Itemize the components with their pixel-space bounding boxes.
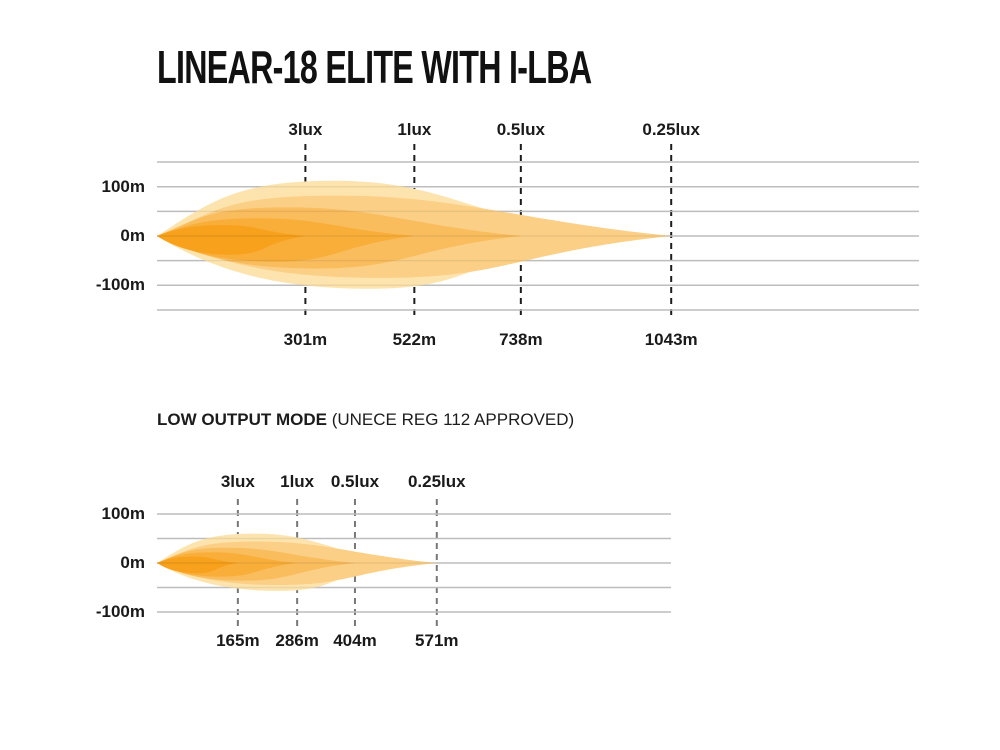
low-output-subtitle-rest: (UNECE REG 112 APPROVED): [326, 410, 575, 429]
low-output-beam-pattern-ytick-100m: 100m: [101, 504, 145, 523]
page-title: LINEAR-18 ELITE WITH I-LBA: [157, 41, 592, 93]
high-output-beam-pattern-distance-label-738m: 738m: [499, 330, 543, 349]
high-output-beam-pattern-lux-label-3lux: 3lux: [288, 120, 323, 139]
high-output-beam-pattern-beam-layer-4: [157, 225, 306, 255]
high-output-beam-pattern-lux-label-0.25lux: 0.25lux: [642, 120, 701, 139]
high-output-beam-pattern-distance-label-1043m: 1043m: [644, 330, 698, 349]
low-output-beam-pattern-ytick-0m: 0m: [120, 553, 145, 572]
low-output-subtitle-bold: LOW OUTPUT MODE: [157, 410, 327, 429]
high-output-beam-pattern-lux-label-0.5lux: 0.5lux: [496, 120, 545, 139]
low-output-beam-pattern-lux-label-3lux: 3lux: [220, 472, 255, 491]
low-output-beam-pattern-lux-label-1lux: 1lux: [280, 472, 315, 491]
high-output-beam-pattern-distance-label-522m: 522m: [392, 330, 437, 349]
high-output-beam-pattern-lux-label-1lux: 1lux: [397, 120, 432, 139]
high-output-beam-pattern-ytick-100m: 100m: [101, 176, 145, 196]
high-output-beam-pattern-distance-label-301m: 301m: [283, 330, 328, 349]
low-output-beam-pattern-lux-label-0.5lux: 0.5lux: [330, 472, 380, 491]
low-output-beam-pattern-distance-label-404m: 404m: [333, 631, 377, 650]
high-output-beam-pattern-ytick--100m: -100m: [95, 275, 145, 295]
high-output-beam-pattern-group: [157, 144, 919, 320]
low-output-beam-pattern-group: [157, 499, 671, 627]
high-output-beam-pattern-ytick-0m: 0m: [120, 226, 145, 245]
low-output-beam-pattern-distance-label-571m: 571m: [415, 631, 459, 650]
low-output-subtitle: LOW OUTPUT MODE (UNECE REG 112 APPROVED): [157, 409, 574, 431]
low-output-beam-pattern-lux-label-0.25lux: 0.25lux: [407, 472, 466, 491]
low-output-beam-pattern-distance-label-286m: 286m: [275, 631, 319, 650]
low-output-beam-pattern-distance-label-165m: 165m: [216, 631, 260, 650]
low-output-beam-pattern-beam-layer-4: [157, 556, 238, 574]
low-output-beam-pattern-ytick--100m: -100m: [95, 602, 145, 621]
